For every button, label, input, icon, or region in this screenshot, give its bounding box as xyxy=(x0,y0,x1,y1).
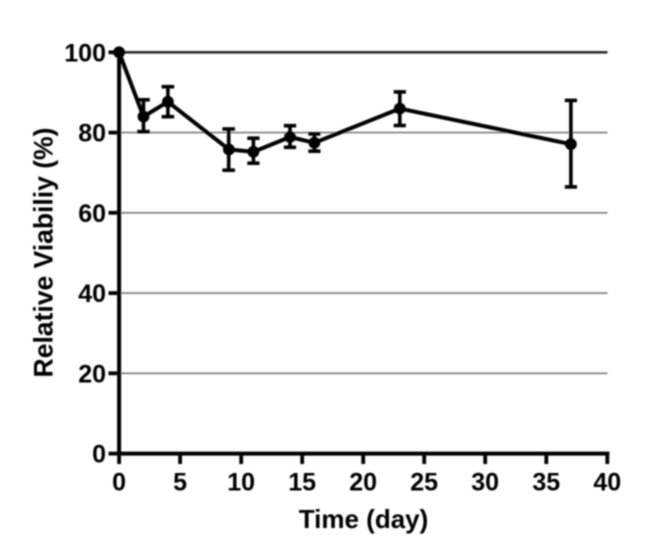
svg-text:Relative Viabiliy (%): Relative Viabiliy (%) xyxy=(29,128,59,378)
svg-text:30: 30 xyxy=(471,468,499,496)
svg-text:5: 5 xyxy=(173,468,187,496)
svg-text:0: 0 xyxy=(112,468,126,496)
svg-text:25: 25 xyxy=(410,468,438,496)
svg-text:20: 20 xyxy=(78,360,106,388)
svg-text:40: 40 xyxy=(78,280,106,308)
svg-text:10: 10 xyxy=(227,468,255,496)
svg-text:80: 80 xyxy=(78,120,106,148)
svg-text:20: 20 xyxy=(349,468,377,496)
svg-text:35: 35 xyxy=(532,468,560,496)
svg-text:100: 100 xyxy=(64,39,106,67)
svg-text:60: 60 xyxy=(78,200,106,228)
svg-text:15: 15 xyxy=(288,468,316,496)
svg-text:40: 40 xyxy=(593,468,621,496)
svg-text:0: 0 xyxy=(92,441,106,469)
svg-text:Time (day): Time (day) xyxy=(299,504,429,534)
